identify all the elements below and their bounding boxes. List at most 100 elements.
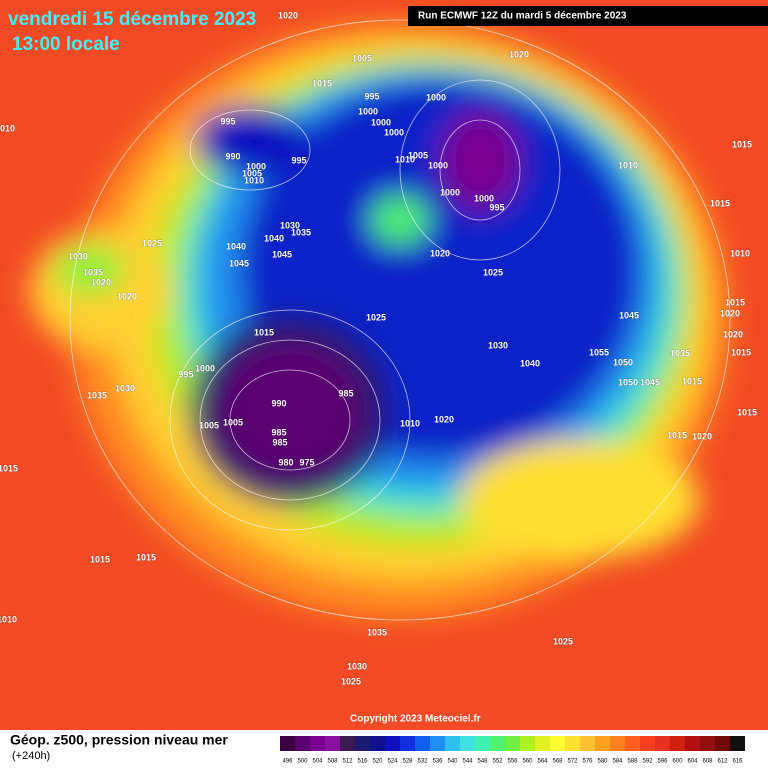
pressure-label: 990	[225, 151, 240, 161]
legend-swatch	[640, 736, 655, 751]
pressure-label: 1015	[312, 78, 332, 88]
legend-label: 548	[477, 759, 488, 765]
legend-swatch	[460, 736, 475, 751]
pressure-label: 1000	[474, 193, 494, 203]
legend-label: 576	[582, 759, 593, 765]
legend-swatch	[295, 736, 310, 751]
legend-swatch	[595, 736, 610, 751]
legend-swatch	[355, 736, 370, 751]
pressure-label: 1030	[488, 340, 508, 350]
legend-swatch	[280, 736, 295, 751]
pressure-label: 1005	[242, 168, 262, 178]
pressure-label: 1015	[732, 139, 752, 149]
pressure-label: 985	[271, 427, 286, 437]
pressure-label: 1035	[87, 390, 107, 400]
legend-label: 584	[612, 759, 623, 765]
pressure-label: 1025	[341, 676, 361, 686]
pressure-label: 1015	[254, 327, 274, 337]
legend-label: 568	[552, 759, 563, 765]
pressure-label: 1035	[291, 227, 311, 237]
legend-label: 540	[447, 759, 458, 765]
legend-label: 560	[522, 759, 533, 765]
pressure-labels: 1020102010051015995100010001000100099510…	[0, 10, 758, 687]
legend-label: 544	[462, 759, 473, 765]
pressure-label: 1020	[91, 277, 111, 287]
legend-label: 572	[567, 759, 578, 765]
run-info: Run ECMWF 12Z du mardi 5 décembre 2023	[418, 11, 627, 22]
legend-swatch	[550, 736, 565, 751]
legend-label: 604	[687, 759, 698, 765]
pressure-label: 995	[178, 369, 193, 379]
pressure-label: 1010	[618, 160, 638, 170]
legend-swatch	[490, 736, 505, 751]
pressure-label: 1000	[428, 160, 448, 170]
legend-label: 496	[282, 759, 293, 765]
pressure-label: 1020	[434, 414, 454, 424]
legend-label: 556	[507, 759, 518, 765]
legend-swatch	[730, 736, 745, 751]
legend-swatch	[610, 736, 625, 751]
run-banner	[408, 6, 768, 26]
pressure-label: 1030	[115, 383, 135, 393]
pressure-label: 1010	[400, 418, 420, 428]
legend-label: 552	[492, 759, 503, 765]
valid-date: vendredi 15 décembre 2023	[8, 9, 256, 30]
pressure-label: 1040	[520, 358, 540, 368]
isobars	[69, 19, 731, 621]
pressure-label: 1050	[613, 357, 633, 367]
legend-swatch	[700, 736, 715, 751]
pressure-label: 1055	[589, 347, 609, 357]
legend-label: 612	[717, 759, 728, 765]
pressure-label: 1015	[90, 554, 110, 564]
pressure-label: 1045	[619, 310, 639, 320]
legend-swatch	[340, 736, 355, 751]
pressure-label: 1015	[667, 430, 687, 440]
pressure-label: 1030	[347, 661, 367, 671]
legend-swatch	[385, 736, 400, 751]
pressure-label: 1010	[244, 175, 264, 185]
pressure-label: 1040	[226, 241, 246, 251]
legend-swatch	[370, 736, 385, 751]
legend-swatch	[325, 736, 340, 751]
pressure-label: 995	[291, 155, 306, 165]
legend-label: 580	[597, 759, 608, 765]
pressure-label: 1000	[426, 92, 446, 102]
legend-swatch	[475, 736, 490, 751]
pressure-label: 1000	[384, 127, 404, 137]
legend-label: 588	[627, 759, 638, 765]
pressure-label: 1005	[352, 53, 372, 63]
pressure-label: 990	[271, 398, 286, 408]
pressure-label: 1015	[737, 407, 757, 417]
pressure-label: 1020	[430, 248, 450, 258]
pressure-label: 1015	[725, 297, 745, 307]
legend-swatch	[670, 736, 685, 751]
pressure-label: 1020	[692, 431, 712, 441]
legend-label: 536	[432, 759, 443, 765]
pressure-label: 1010	[395, 154, 415, 164]
legend-swatch	[400, 736, 415, 751]
pressure-label: 1025	[366, 312, 386, 322]
pressure-label: 1005	[199, 420, 219, 430]
pressure-label: 1045	[640, 377, 660, 387]
pressure-label: 1020	[509, 49, 529, 59]
pressure-label: 1000	[371, 117, 391, 127]
pressure-label: 995	[220, 116, 235, 126]
pressure-label: 1005	[408, 150, 428, 160]
pressure-label: 1000	[195, 363, 215, 373]
pressure-label: 1030	[280, 220, 300, 230]
pressure-label: 1025	[553, 636, 573, 646]
pressure-label: 1030	[68, 251, 88, 261]
legend-label: 528	[402, 759, 413, 765]
legend-swatch	[715, 736, 730, 751]
legend-swatch	[535, 736, 550, 751]
pressure-label: 1015	[731, 347, 751, 357]
legend-label: 532	[417, 759, 428, 765]
legend-swatch	[565, 736, 580, 751]
forecast-hour: (+240h)	[12, 750, 50, 762]
pressure-label: 985	[272, 437, 287, 447]
pressure-label: 1025	[483, 267, 503, 277]
legend-swatch	[430, 736, 445, 751]
legend-label: 520	[372, 759, 383, 765]
pressure-label: 1050	[618, 377, 638, 387]
